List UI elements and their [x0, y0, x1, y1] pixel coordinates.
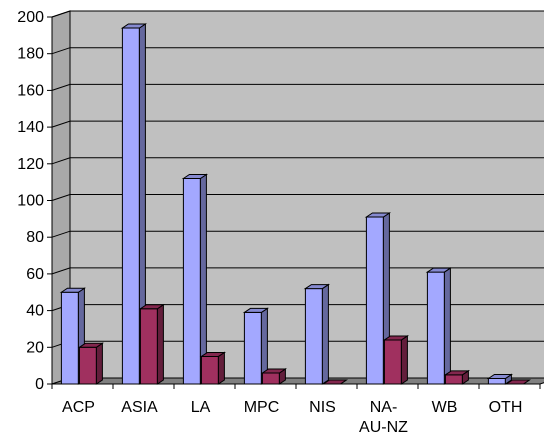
bar — [382, 335, 410, 385]
bar — [199, 351, 227, 385]
gridline — [51, 120, 544, 128]
bar — [120, 23, 148, 385]
bar — [260, 368, 288, 385]
x-category-label: OTH — [489, 399, 523, 416]
x-category-label: ACP — [62, 399, 95, 416]
y-tick-label: 20 — [26, 339, 44, 356]
y-tick-label: 140 — [17, 119, 44, 136]
bars — [59, 23, 532, 385]
x-category-label: NA-AU-NZ — [359, 399, 408, 436]
y-tick-label: 40 — [26, 303, 44, 320]
x-category-label: MPC — [244, 399, 280, 416]
bar — [303, 283, 331, 385]
x-category-label: NIS — [309, 399, 336, 416]
gridline — [51, 157, 544, 165]
y-tick-label: 100 — [17, 193, 44, 210]
gridline — [51, 230, 544, 238]
y-tick-label: 180 — [17, 46, 44, 63]
labels: 0 20 40 60 80 100 120 140 160 180 200 ACP ASIA LA MPC N… — [17, 9, 522, 436]
gridlines — [51, 10, 544, 348]
bar — [486, 373, 514, 385]
y-tick-label: 0 — [35, 376, 44, 393]
y-tick-label: 120 — [17, 156, 44, 173]
x-category-label: ASIA — [121, 399, 158, 416]
x-category-label: LA — [191, 399, 211, 416]
bar — [59, 287, 87, 385]
y-tick-label: 60 — [26, 266, 44, 283]
gridline — [51, 267, 544, 275]
bar — [425, 267, 453, 385]
gridline — [51, 10, 544, 18]
bar — [77, 342, 105, 385]
bar — [242, 307, 270, 385]
gridline — [51, 194, 544, 201]
gridline — [51, 47, 544, 55]
bar — [504, 379, 532, 385]
bar — [138, 303, 166, 385]
bar — [321, 379, 349, 385]
bar — [181, 173, 209, 385]
y-tick-label: 200 — [17, 9, 44, 26]
x-category-label: WB — [432, 399, 458, 416]
y-tick-label: 80 — [26, 229, 44, 246]
gridline — [51, 83, 544, 91]
y-tick-label: 160 — [17, 82, 44, 99]
bar — [443, 369, 471, 385]
